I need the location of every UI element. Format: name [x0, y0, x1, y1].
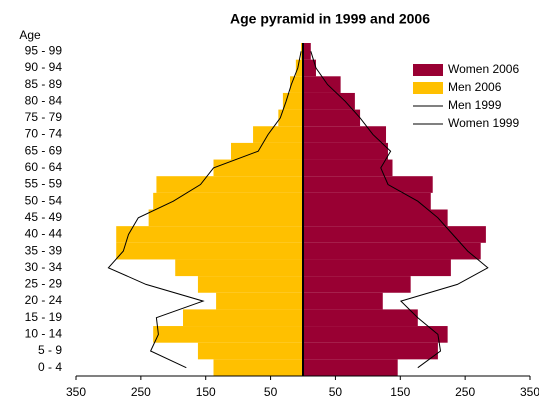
bar [216, 292, 303, 310]
bar [156, 176, 303, 193]
bar [295, 59, 303, 77]
chart-title: Age pyramid in 1999 and 2006 [230, 11, 430, 27]
y-tick-label: 95 - 99 [25, 43, 63, 57]
bar [303, 359, 398, 376]
bar [278, 109, 303, 127]
legend-label: Men 2006 [448, 80, 502, 94]
y-tick-label: 5 - 9 [38, 343, 62, 357]
y-tick-label: 15 - 19 [25, 310, 63, 324]
y-tick-label: 0 - 4 [38, 360, 62, 374]
bar [303, 342, 438, 360]
bar [253, 126, 303, 143]
y-tick-label: 85 - 89 [25, 77, 63, 91]
y-tick-label: 20 - 24 [25, 293, 63, 307]
x-tick-label: 50 [329, 385, 343, 399]
y-tick-label: 35 - 39 [25, 243, 63, 257]
bar [213, 159, 303, 177]
bar [153, 326, 303, 343]
x-tick-label: 350 [520, 385, 539, 399]
bar [116, 226, 303, 243]
bar [213, 359, 303, 376]
legend-label: Women 1999 [448, 116, 519, 130]
bar [183, 309, 303, 327]
y-tick-label: 50 - 54 [25, 193, 63, 207]
bar [197, 342, 303, 360]
bar [303, 142, 388, 160]
line [107, 51, 302, 369]
y-tick-label: 90 - 94 [25, 60, 63, 74]
bar [303, 43, 311, 60]
x-tick-label: 150 [390, 385, 410, 399]
y-tick-label: 30 - 34 [25, 260, 63, 274]
y-tick-label: 40 - 44 [25, 227, 63, 241]
line [310, 51, 489, 369]
y-axis-label: Age [19, 28, 41, 42]
y-tick-label: 65 - 69 [25, 143, 63, 157]
bar [303, 259, 451, 277]
bar [303, 226, 486, 243]
y-tick-label: 25 - 29 [25, 277, 63, 291]
bar [303, 92, 355, 110]
bar [303, 209, 448, 227]
y-tick-label: 55 - 59 [25, 177, 63, 191]
bar [303, 176, 433, 193]
bar [303, 109, 361, 127]
bar [290, 76, 303, 93]
x-tick-label: 250 [455, 385, 475, 399]
bar [303, 159, 393, 177]
y-tick-label: 75 - 79 [25, 110, 63, 124]
bar [303, 192, 431, 210]
bar [303, 292, 383, 310]
x-tick-label: 50 [264, 385, 278, 399]
bar [148, 209, 303, 227]
bar [197, 276, 303, 293]
bar [153, 192, 303, 210]
bar [231, 142, 303, 160]
bar [303, 242, 481, 260]
bar [303, 309, 418, 327]
x-tick-label: 150 [196, 385, 216, 399]
y-tick-label: 70 - 74 [25, 127, 63, 141]
legend-label: Women 2006 [448, 62, 519, 76]
bar [303, 126, 387, 143]
y-tick-label: 10 - 14 [25, 327, 63, 341]
legend-label: Men 1999 [448, 98, 502, 112]
y-tick-label: 60 - 64 [25, 160, 63, 174]
y-tick-label: 80 - 84 [25, 93, 63, 107]
bar [175, 259, 303, 277]
bar [116, 242, 303, 260]
bar [303, 276, 411, 293]
bar [303, 76, 341, 93]
legend-swatch [413, 82, 443, 94]
x-tick-label: 250 [131, 385, 151, 399]
x-tick-label: 350 [66, 385, 86, 399]
y-tick-label: 45 - 49 [25, 210, 63, 224]
bar [303, 326, 448, 343]
bar [303, 59, 316, 77]
legend-swatch [413, 64, 443, 76]
